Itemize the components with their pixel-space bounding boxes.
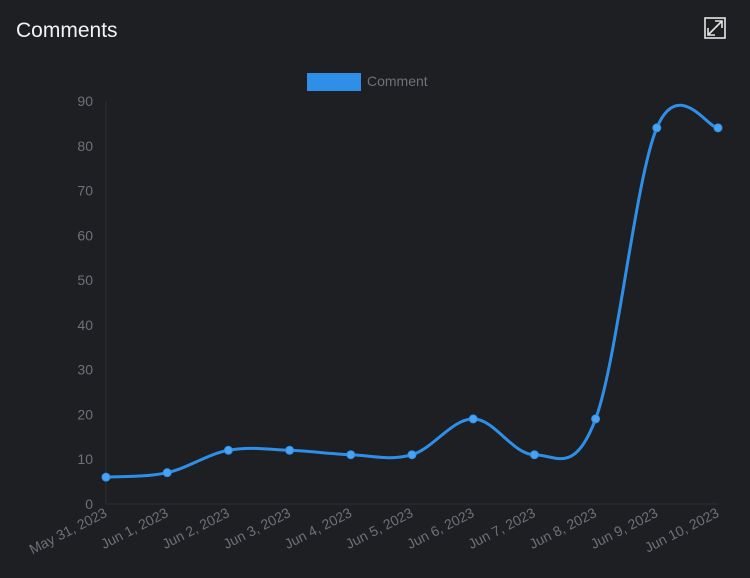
- data-point: [407, 450, 417, 460]
- y-tick-label: 60: [77, 227, 93, 243]
- x-tick-label: Jun 4, 2023: [282, 504, 355, 552]
- data-point: [713, 123, 723, 133]
- series-line: [104, 103, 720, 479]
- x-tick-label: Jun 5, 2023: [343, 504, 416, 552]
- panel-title: Comments: [16, 19, 118, 42]
- data-point: [652, 123, 662, 133]
- y-tick-label: 20: [77, 406, 93, 422]
- x-tick-label: Jun 8, 2023: [527, 504, 600, 552]
- line-chart: 0 10 20 30 40 50 60 70 80 90 May 31, 2023 Jun 1, 20…: [0, 60, 750, 573]
- data-point: [223, 445, 233, 455]
- y-tick-label: 70: [77, 183, 93, 199]
- x-tick-label: Jun 7, 2023: [465, 504, 538, 552]
- data-point: [468, 414, 478, 424]
- y-tick-label: 80: [77, 138, 93, 154]
- x-tick-label: May 31, 2023: [27, 504, 110, 557]
- data-point: [346, 450, 356, 460]
- data-point: [591, 414, 601, 424]
- expand-button[interactable]: [704, 17, 726, 39]
- data-point: [529, 450, 539, 460]
- legend-swatch: [307, 73, 361, 91]
- y-tick-label: 0: [85, 496, 93, 512]
- y-tick-label: 10: [77, 451, 93, 467]
- x-tick-label: Jun 1, 2023: [98, 504, 171, 552]
- data-point: [101, 472, 111, 482]
- y-tick-label: 30: [77, 362, 93, 378]
- x-tick-label: Jun 2, 2023: [159, 504, 232, 552]
- x-tick-label: Jun 6, 2023: [404, 504, 477, 552]
- x-tick-label: Jun 3, 2023: [221, 504, 294, 552]
- y-tick-label: 90: [77, 93, 93, 109]
- panel-header: Comments: [0, 0, 750, 64]
- y-tick-label: 50: [77, 272, 93, 288]
- data-point: [285, 445, 295, 455]
- legend-label: Comment: [367, 73, 428, 89]
- expand-icon: [704, 17, 726, 39]
- y-tick-label: 40: [77, 317, 93, 333]
- data-point: [162, 468, 172, 478]
